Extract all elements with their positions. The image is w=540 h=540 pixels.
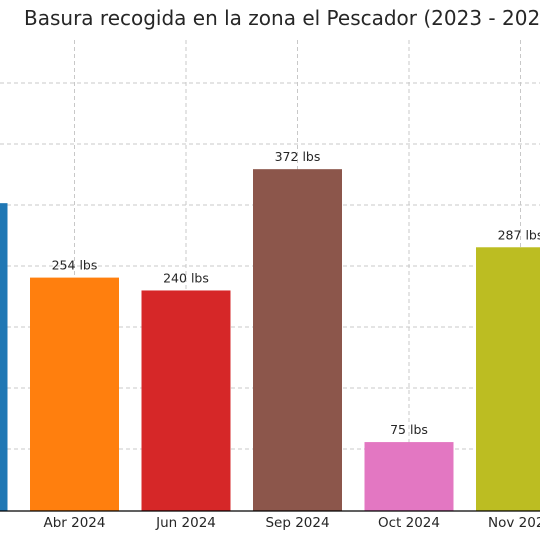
- x-tick-label: Sep 2024: [265, 515, 329, 531]
- x-tick-label: Oct 2024: [378, 515, 440, 531]
- x-tick-label: Abr 2024: [43, 515, 105, 531]
- bar-nov-2024: [476, 247, 540, 511]
- x-tick-label: Jun 2024: [155, 515, 216, 531]
- data-label: 254 lbs: [52, 258, 98, 273]
- bar-dic-2023: [0, 203, 8, 511]
- bar-oct-2024: [364, 442, 454, 511]
- bar-jun-2024: [141, 290, 231, 511]
- x-tick-label: Nov 2024: [488, 515, 540, 531]
- bar-abr-2024: [30, 277, 119, 511]
- data-labels: 254 lbs 240 lbs 372 lbs 75 lbs 287 lbs: [52, 149, 540, 437]
- data-label: 287 lbs: [498, 227, 540, 242]
- bar-sep-2024: [253, 169, 342, 512]
- data-label: 372 lbs: [275, 149, 321, 164]
- bars: [0, 169, 540, 512]
- data-label: 240 lbs: [163, 270, 209, 285]
- chart-title: Basura recogida en la zona el Pescador (…: [24, 6, 540, 30]
- data-label: 75 lbs: [390, 422, 428, 437]
